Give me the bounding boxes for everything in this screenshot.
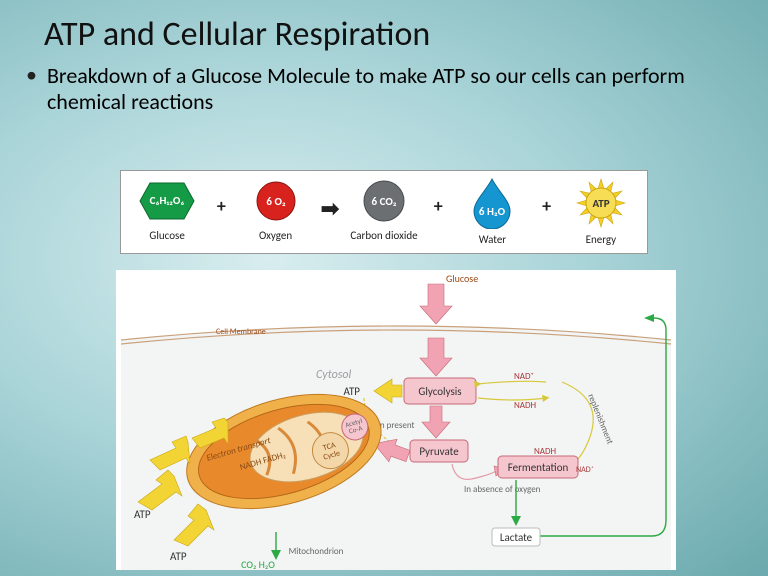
pyruvate-label: Pyruvate: [419, 445, 459, 458]
svg-text:6 CO₂: 6 CO₂: [372, 195, 397, 208]
drop-icon: 6 H₂O: [468, 177, 516, 229]
cytosol-label: Cytosol: [316, 368, 352, 382]
co2-h2o-label: CO₂ H₂O: [241, 558, 275, 570]
eq-water: 6 H₂O Water: [457, 177, 527, 246]
eq-oxygen-label: Oxygen: [259, 229, 292, 242]
eq-atp-label: Energy: [586, 233, 616, 246]
svg-text:ATP: ATP: [592, 197, 609, 210]
svg-text:6 O₂: 6 O₂: [266, 195, 286, 208]
glycolysis-label: Glycolysis: [418, 385, 461, 398]
cell-membrane-label: Cell Membrane: [216, 327, 266, 337]
nad-plus-label: NAD⁺: [514, 371, 534, 382]
slide-title: ATP and Cellular Respiration: [0, 0, 768, 61]
svg-text:ATP: ATP: [134, 508, 151, 521]
hexagon-icon: C₆H₁₂O₆: [138, 177, 196, 225]
svg-text:6 H₂O: 6 H₂O: [479, 205, 506, 218]
nadh-label-3: NADH: [534, 446, 556, 457]
eq-water-label: Water: [479, 233, 506, 246]
equation-strip: C₆H₁₂O₆ Glucose + 6 O₂ Oxygen ➡ 6 CO₂ Ca…: [120, 170, 648, 254]
circle-icon: 6 O₂: [252, 177, 300, 225]
bullet-text: Breakdown of a Glucose Molecule to make …: [47, 63, 740, 115]
svg-text:C₆H₁₂O₆: C₆H₁₂O₆: [150, 194, 185, 207]
lactate-label: Lactate: [500, 531, 533, 544]
eq-plus: +: [538, 177, 556, 217]
eq-glucose-label: Glucose: [149, 229, 184, 242]
eq-atp: ATP Energy: [566, 177, 636, 246]
bullet-row: • Breakdown of a Glucose Molecule to mak…: [0, 61, 768, 115]
svg-text:ATP: ATP: [170, 550, 187, 563]
atp-label: ATP: [343, 385, 360, 398]
sun-icon: ATP: [574, 177, 628, 229]
eq-arrow: ➡: [321, 177, 339, 222]
bullet-marker: •: [26, 63, 37, 87]
cell-diagram: Cell Membrane Cytosol Glucose Glycolysis…: [116, 270, 676, 570]
eq-glucose: C₆H₁₂O₆ Glucose: [132, 177, 202, 242]
mitochondrion-label: Mitochondrion: [289, 546, 344, 557]
nad-plus-2: NAD⁺: [576, 465, 594, 475]
eq-plus: +: [212, 177, 230, 217]
nadh-label: NADH: [514, 400, 536, 411]
eq-co2: 6 CO₂ Carbon dioxide: [349, 177, 419, 242]
eq-plus: +: [429, 177, 447, 217]
fermentation-label: Fermentation: [508, 461, 569, 474]
in-absence-label: In absence of oxygen: [464, 484, 541, 495]
eq-co2-label: Carbon dioxide: [350, 229, 417, 242]
circle-icon: 6 CO₂: [359, 177, 409, 225]
glucose-label: Glucose: [446, 272, 478, 285]
eq-oxygen: 6 O₂ Oxygen: [241, 177, 311, 242]
